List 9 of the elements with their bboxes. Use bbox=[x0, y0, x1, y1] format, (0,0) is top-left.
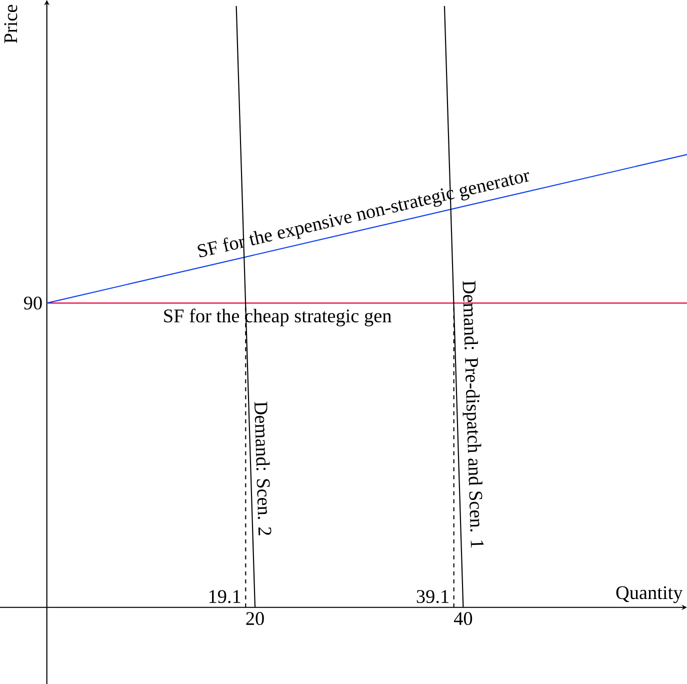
annotation: 90 bbox=[24, 296, 42, 310]
x-tick-label: 20 bbox=[246, 612, 264, 625]
annotation: 39.1 bbox=[416, 590, 448, 603]
text: Demand: Pre-dispatch and Scen. 1 bbox=[462, 280, 484, 548]
x-axis-title: Quantity bbox=[616, 586, 683, 603]
text: Demand: Scen. 2 bbox=[254, 401, 272, 536]
x-tick-label: 40 bbox=[454, 612, 472, 625]
y-axis-title: Price bbox=[4, 4, 18, 44]
annotation: 19.1 bbox=[209, 590, 240, 603]
